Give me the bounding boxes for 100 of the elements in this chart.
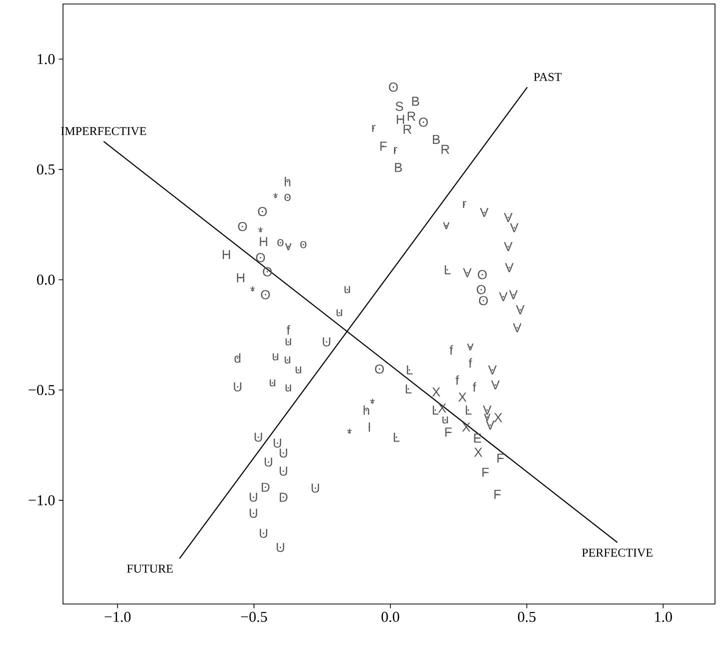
x-tick-label: 0.5: [518, 612, 536, 622]
text: V: [463, 268, 472, 278]
x-tick-label: −0.5: [241, 612, 267, 622]
text: O: [388, 82, 398, 92]
text: *: [250, 286, 255, 291]
annotation: PAST: [534, 72, 562, 81]
series-label: F: [482, 468, 489, 477]
text: U: [280, 448, 288, 458]
y-tick-label: 0.5: [37, 164, 55, 175]
text: u: [344, 286, 350, 294]
y-tick-label: −1.0: [28, 495, 55, 506]
text: U: [234, 382, 242, 392]
text: V: [482, 406, 492, 415]
series-label: u: [272, 353, 278, 360]
text: V: [491, 380, 500, 390]
series-label: E: [474, 434, 482, 443]
text: X: [494, 413, 502, 422]
text: U: [312, 484, 320, 493]
text: O: [256, 253, 265, 262]
text: f: [472, 382, 476, 392]
text: B: [395, 162, 402, 172]
text: L: [406, 384, 412, 394]
series-label: R: [408, 112, 416, 121]
text: O: [418, 118, 428, 127]
series-label: H: [396, 114, 404, 124]
text: *: [258, 227, 263, 232]
series-label: B: [432, 134, 440, 144]
text: u: [286, 384, 292, 392]
text: V: [512, 323, 522, 332]
text: U: [274, 438, 282, 448]
series-label: O: [238, 222, 247, 232]
text: V: [505, 263, 514, 272]
text: r: [462, 201, 466, 208]
y-tick-label: 1.0: [38, 54, 55, 64]
text: H: [260, 237, 268, 246]
text: X: [432, 388, 440, 396]
text: U: [250, 492, 258, 502]
text: h: [284, 176, 290, 186]
text: r: [372, 124, 376, 132]
text: U: [322, 337, 330, 346]
text: u: [336, 309, 342, 316]
text: V: [516, 305, 524, 314]
text: O: [478, 270, 487, 280]
series-label: L: [406, 365, 413, 374]
text: u: [284, 356, 290, 364]
text: v: [443, 222, 450, 230]
text: B: [412, 96, 420, 106]
text: X: [462, 422, 470, 432]
text: v: [285, 243, 292, 250]
text: F: [497, 454, 504, 463]
x-tick-label: −1.0: [104, 612, 131, 622]
text: X: [474, 448, 482, 457]
text: O: [375, 364, 384, 374]
text: F: [380, 142, 387, 151]
text: L: [394, 432, 400, 442]
series-label: X: [458, 392, 466, 402]
series-label: *: [370, 398, 375, 404]
text: U: [264, 458, 272, 467]
text: o: [277, 239, 284, 246]
text: O: [258, 206, 267, 216]
series-label: V: [510, 223, 518, 232]
text: V: [504, 213, 512, 222]
series-label: v: [467, 344, 474, 350]
y-tick-label: −0.5: [28, 384, 55, 396]
text: U: [260, 528, 268, 538]
x-tick-label: 1.0: [655, 612, 672, 622]
text: f: [456, 375, 460, 385]
text: *: [347, 428, 352, 434]
series-label: r: [394, 146, 398, 154]
text: F: [445, 428, 452, 437]
text: R: [442, 144, 450, 154]
text: V: [486, 420, 494, 430]
series-label: o: [284, 194, 291, 202]
text: o: [300, 241, 306, 248]
series-label: d: [234, 353, 240, 363]
text: U: [250, 508, 258, 518]
text: O: [476, 285, 486, 294]
text: u: [286, 338, 292, 346]
text: U: [280, 466, 288, 476]
text: *: [273, 192, 278, 198]
y-tick-label: 0.0: [37, 274, 55, 285]
text: V: [509, 290, 518, 300]
text: O: [260, 290, 270, 300]
annotation: PERFECTIVE: [582, 548, 652, 557]
text: V: [499, 292, 508, 302]
text: D: [280, 492, 288, 502]
text: u: [270, 379, 276, 386]
text: X: [438, 404, 446, 413]
text: O: [262, 267, 272, 276]
series-label: S: [396, 102, 404, 111]
text: F: [494, 490, 501, 499]
text: L: [466, 406, 472, 415]
text: H: [222, 250, 230, 260]
series-label: U: [254, 432, 262, 442]
x-tick-label: 0.0: [382, 612, 400, 622]
text: f: [468, 358, 472, 368]
text: H: [236, 273, 244, 282]
text: U: [276, 542, 284, 552]
series-label: f: [286, 325, 290, 334]
annotation: FUTURE: [126, 564, 173, 573]
